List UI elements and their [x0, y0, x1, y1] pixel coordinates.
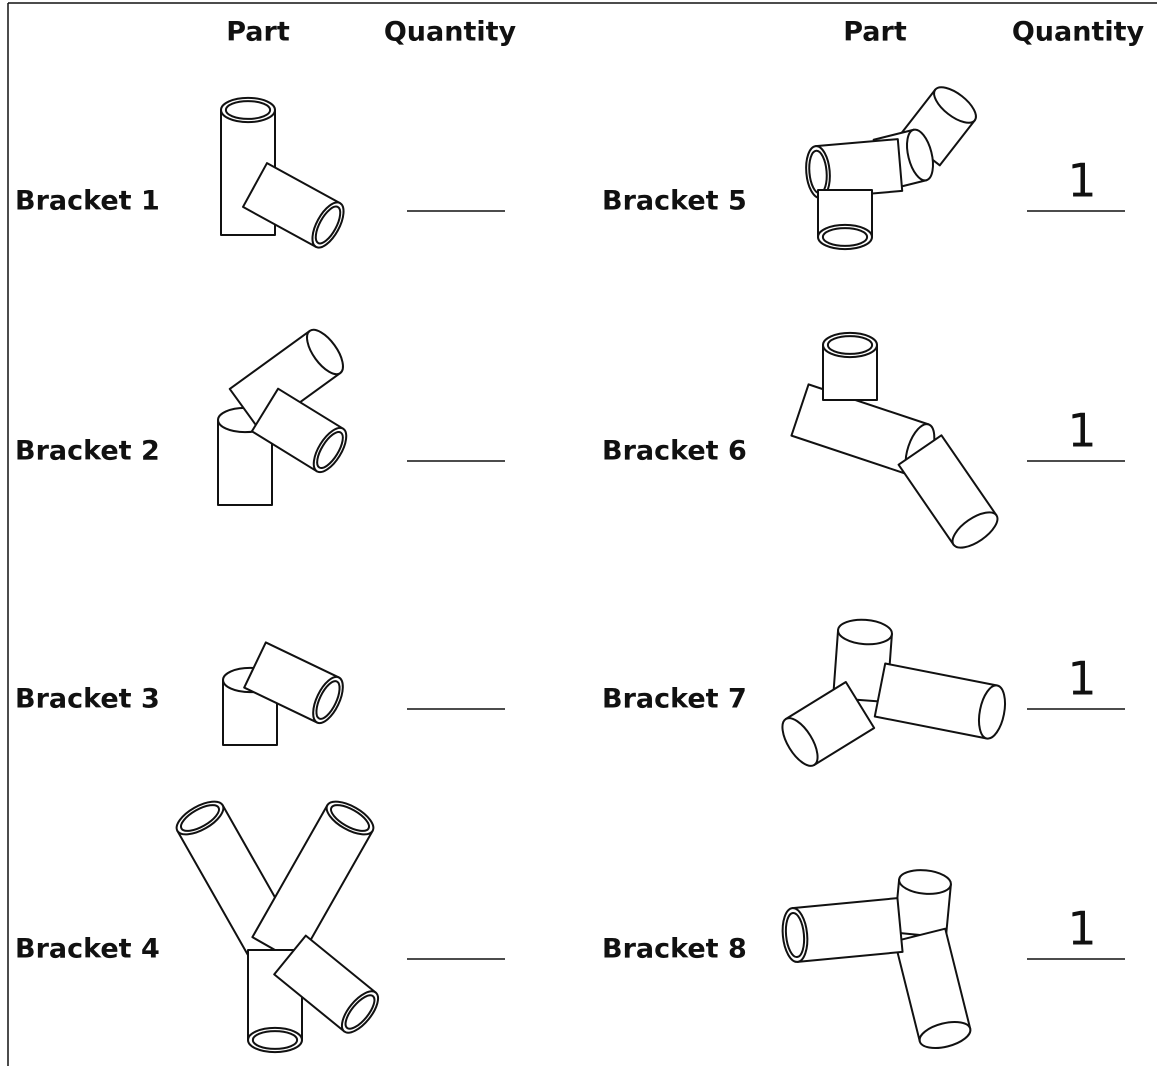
header-part: Part	[226, 17, 290, 48]
pipe-end	[781, 717, 819, 767]
quantity-answer: 1	[1067, 404, 1096, 458]
bracket-drawing	[790, 331, 999, 549]
quantity-answer: 1	[1067, 902, 1096, 956]
row-label: Bracket 3	[15, 684, 160, 715]
bracket-drawing	[222, 641, 344, 746]
bracket-drawing	[220, 96, 345, 249]
bracket-drawing	[781, 869, 972, 1049]
pipe-opening	[251, 1030, 299, 1050]
pipe-end	[951, 511, 999, 549]
pipe-end	[918, 1021, 972, 1049]
bracket-drawing	[175, 800, 380, 1054]
pipe-end	[306, 328, 344, 376]
bracket-drawing	[805, 86, 977, 251]
pipe-opening	[179, 804, 221, 832]
header-quantity: Quantity	[1012, 17, 1145, 48]
quantity-answer: 1	[1067, 652, 1096, 706]
header-quantity: Quantity	[384, 17, 517, 48]
pipe-end	[906, 128, 934, 182]
row-label: Bracket 5	[602, 186, 747, 217]
pipe-end	[837, 618, 893, 646]
pipe-opening	[784, 911, 806, 959]
row-label: Bracket 2	[15, 436, 160, 467]
pipe-end	[898, 869, 952, 895]
pipe-opening	[329, 804, 371, 832]
pipe-opening	[316, 431, 344, 469]
bracket-drawing	[781, 618, 1007, 767]
pipe-opening	[821, 227, 869, 247]
row-label: Bracket 7	[602, 684, 747, 715]
row-label: Bracket 8	[602, 934, 747, 965]
row-label: Bracket 4	[15, 934, 160, 965]
pipe-end	[933, 86, 977, 124]
header-part: Part	[843, 17, 907, 48]
pipe-opening	[224, 100, 272, 120]
row-label: Bracket 6	[602, 436, 747, 467]
pipe-opening	[826, 335, 874, 355]
pipe-opening	[314, 205, 342, 245]
pipe-opening	[344, 994, 376, 1030]
bracket-drawings	[175, 86, 1007, 1054]
bracket-drawing	[217, 328, 348, 506]
quantity-answer: 1	[1067, 154, 1096, 208]
row-label: Bracket 1	[15, 186, 160, 217]
pipe-end	[977, 684, 1007, 740]
pipe-opening	[315, 680, 341, 720]
pipe-body	[791, 897, 904, 963]
